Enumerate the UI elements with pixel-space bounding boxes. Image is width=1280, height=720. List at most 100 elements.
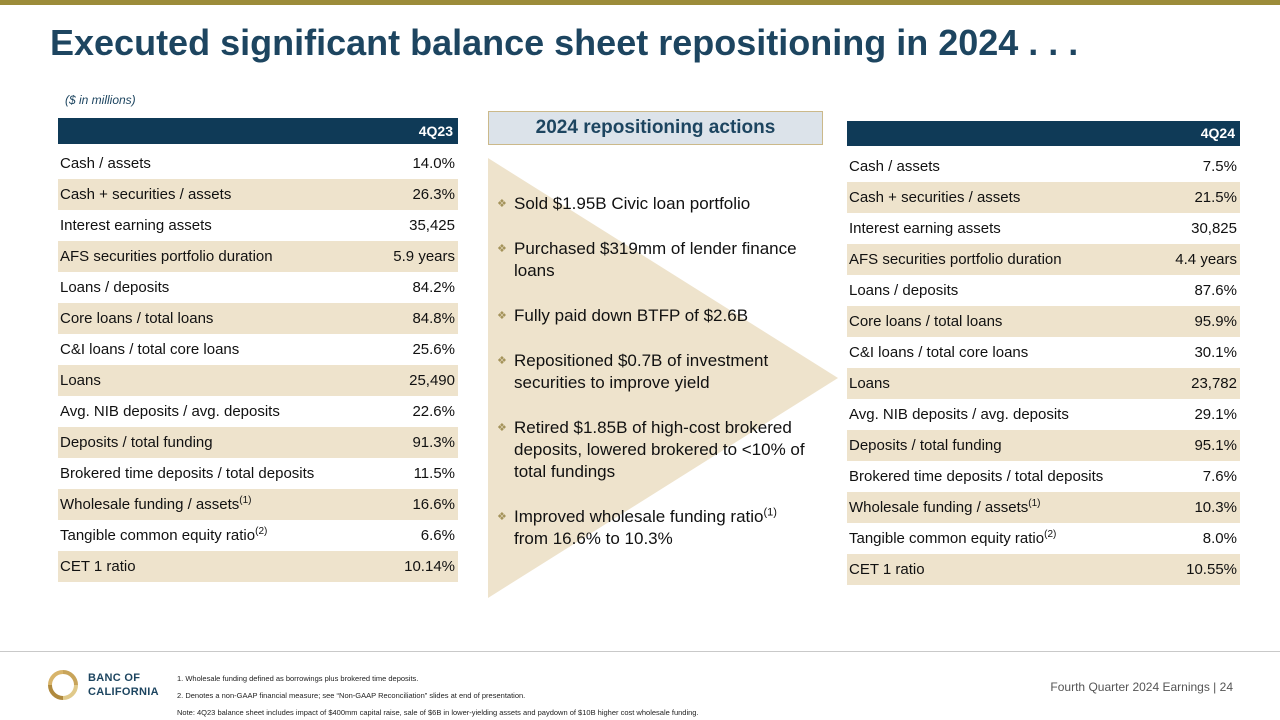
- row-label: Brokered time deposits / total deposits: [849, 461, 1103, 492]
- row-label: Tangible common equity ratio(2): [849, 523, 1056, 554]
- row-label: Wholesale funding / assets(1): [849, 492, 1041, 523]
- table-row: Brokered time deposits / total deposits 7…: [847, 461, 1240, 492]
- row-label: Wholesale funding / assets(1): [60, 489, 252, 520]
- row-label: Loans: [60, 365, 101, 396]
- table-row: Deposits / total funding 91.3%: [58, 427, 458, 458]
- table-row: Loans / deposits 87.6%: [847, 275, 1240, 306]
- action-text: Purchased $319mm of lender finance loans: [514, 239, 797, 280]
- row-value: 10.3%: [1194, 499, 1237, 516]
- diamond-bullet-icon: ❖: [497, 422, 507, 434]
- table-row: C&I loans / total core loans 30.1%: [847, 337, 1240, 368]
- row-label-text: Tangible common equity ratio: [849, 530, 1045, 547]
- action-item: ❖ Retired $1.85B of high-cost brokered de…: [497, 417, 817, 483]
- table-row: Interest earning assets 30,825: [847, 213, 1240, 244]
- chevron-arrow-graphic: [488, 158, 838, 598]
- footnote-2: 2. Denotes a non-GAAP financial measure;…: [177, 691, 526, 700]
- table-header-4q23: 4Q23: [58, 118, 458, 144]
- row-label: C&I loans / total core loans: [60, 334, 239, 365]
- table-row: Loans / deposits 84.2%: [58, 272, 458, 303]
- row-label: Cash / assets: [849, 151, 940, 182]
- row-value: 7.5%: [1202, 158, 1237, 175]
- table-4q24: 4Q24 Cash / assets 7.5% Cash + securities …: [847, 121, 1240, 585]
- row-label: Deposits / total funding: [849, 430, 1002, 461]
- action-item: ❖ Purchased $319mm of lender finance loan…: [497, 238, 817, 282]
- table-row: CET 1 ratio 10.14%: [58, 551, 458, 582]
- row-label-text: CET 1 ratio: [849, 561, 925, 578]
- row-value: 25,490: [409, 372, 455, 389]
- row-label-text: AFS securities portfolio duration: [60, 248, 273, 265]
- row-label-text: Cash + securities / assets: [60, 186, 232, 203]
- row-value: 8.0%: [1202, 530, 1237, 547]
- footnote-marker: (1): [239, 495, 252, 506]
- row-value: 21.5%: [1194, 189, 1237, 206]
- row-label-text: Brokered time deposits / total deposits: [849, 468, 1104, 485]
- row-label-text: Avg. NIB deposits / avg. deposits: [849, 406, 1069, 423]
- row-label-text: Interest earning assets: [60, 217, 212, 234]
- row-label-text: Deposits / total funding: [60, 434, 213, 451]
- row-label-text: Loans: [849, 375, 890, 392]
- row-label: CET 1 ratio: [849, 554, 925, 585]
- table-row: Avg. NIB deposits / avg. deposits 22.6%: [58, 396, 458, 427]
- row-value: 87.6%: [1194, 282, 1237, 299]
- row-label-text: Avg. NIB deposits / avg. deposits: [60, 403, 280, 420]
- table-row: Interest earning assets 35,425: [58, 210, 458, 241]
- action-text: Sold $1.95B Civic loan portfolio: [514, 194, 751, 213]
- row-label-text: Wholesale funding / assets: [60, 496, 240, 513]
- row-value: 10.55%: [1186, 561, 1237, 578]
- row-value: 14.0%: [412, 155, 455, 172]
- diamond-bullet-icon: ❖: [497, 198, 507, 210]
- row-value: 16.6%: [412, 496, 455, 513]
- table-row: Wholesale funding / assets(1) 10.3%: [847, 492, 1240, 523]
- action-item: ❖ Improved wholesale funding ratio(1) from…: [497, 506, 817, 550]
- table-row: Cash + securities / assets 26.3%: [58, 179, 458, 210]
- footnote-marker: (1): [763, 506, 777, 519]
- page-title: Executed significant balance sheet repos…: [50, 22, 1079, 63]
- row-label: Cash + securities / assets: [849, 182, 1020, 213]
- action-text-continued: from 16.6% to 10.3%: [514, 529, 673, 548]
- page-footer: Fourth Quarter 2024 Earnings | 24: [1050, 680, 1233, 694]
- table-row: AFS securities portfolio duration 4.4 yea…: [847, 244, 1240, 275]
- row-label: Avg. NIB deposits / avg. deposits: [849, 399, 1069, 430]
- row-label: AFS securities portfolio duration: [60, 241, 273, 272]
- row-value: 5.9 years: [393, 248, 455, 265]
- actions-heading: 2024 repositioning actions: [488, 111, 823, 145]
- row-label-text: Core loans / total loans: [60, 310, 214, 327]
- row-label-text: Tangible common equity ratio: [60, 527, 256, 544]
- table-row: CET 1 ratio 10.55%: [847, 554, 1240, 585]
- action-item: ❖ Sold $1.95B Civic loan portfolio: [497, 193, 817, 215]
- banc-of-california-logo-icon: [48, 670, 78, 700]
- row-value: 4.4 years: [1175, 251, 1237, 268]
- footer-label: Fourth Quarter 2024 Earnings |: [1050, 680, 1217, 694]
- action-text: Repositioned $0.7B of investment securit…: [514, 351, 769, 392]
- row-label-text: Cash / assets: [60, 155, 151, 172]
- row-value: 30.1%: [1194, 344, 1237, 361]
- table-header-4q24: 4Q24: [847, 121, 1240, 146]
- footer-divider: [0, 651, 1280, 652]
- action-item: ❖ Repositioned $0.7B of investment securi…: [497, 350, 817, 394]
- row-value: 23,782: [1191, 375, 1237, 392]
- top-accent-bar: [0, 0, 1280, 5]
- row-value: 10.14%: [404, 558, 455, 575]
- table-row: Core loans / total loans 84.8%: [58, 303, 458, 334]
- footnotes: 1. Wholesale funding defined as borrowin…: [177, 670, 699, 720]
- row-value: 35,425: [409, 217, 455, 234]
- row-label: AFS securities portfolio duration: [849, 244, 1062, 275]
- row-label-text: Cash + securities / assets: [849, 189, 1021, 206]
- logo-line-1: BANC OF: [88, 672, 141, 684]
- actions-list: ❖ Sold $1.95B Civic loan portfolio ❖ Purcha…: [497, 193, 817, 573]
- row-value: 84.8%: [412, 310, 455, 327]
- table-row: Cash / assets 7.5%: [847, 151, 1240, 182]
- table-row: C&I loans / total core loans 25.6%: [58, 334, 458, 365]
- diamond-bullet-icon: ❖: [497, 243, 507, 255]
- footnote-note: Note: 4Q23 balance sheet includes impact…: [177, 708, 699, 717]
- row-label-text: Loans: [60, 372, 101, 389]
- row-label-text: Loans / deposits: [60, 279, 170, 296]
- table-row: Cash / assets 14.0%: [58, 148, 458, 179]
- row-label-text: Wholesale funding / assets: [849, 499, 1029, 516]
- row-label: Loans / deposits: [849, 275, 958, 306]
- action-text: Fully paid down BTFP of $2.6B: [514, 306, 749, 325]
- diamond-bullet-icon: ❖: [497, 355, 507, 367]
- row-value: 84.2%: [412, 279, 455, 296]
- row-value: 22.6%: [412, 403, 455, 420]
- row-value: 11.5%: [413, 465, 455, 482]
